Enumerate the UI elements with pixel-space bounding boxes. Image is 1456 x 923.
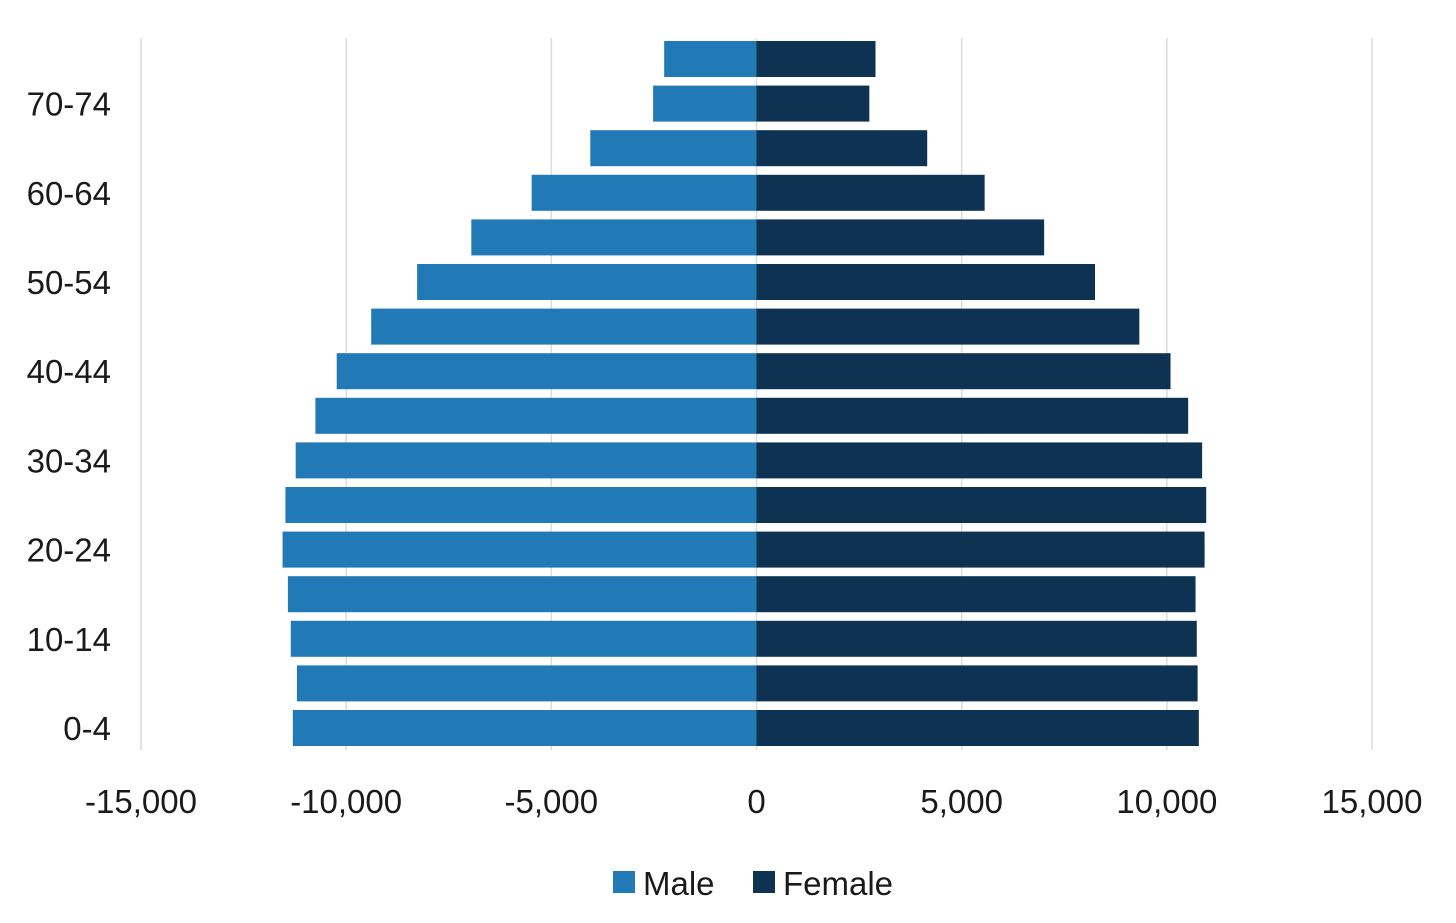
bar-female-20-24 <box>756 531 1205 568</box>
bar-female-75+ <box>756 41 876 77</box>
legend-swatch-female <box>753 871 775 893</box>
bar-female-0-4 <box>756 710 1199 746</box>
bar-female-30-34 <box>756 442 1203 479</box>
bar-male-5-9 <box>296 665 757 702</box>
bars <box>282 41 1207 746</box>
y-axis-tick-labels: 0-4 10-14 20-24 30-34 40-44 50-54 60-64 70-74 <box>27 86 111 747</box>
bar-male-50-54 <box>417 264 757 300</box>
x-tick-label: 5,000 <box>920 783 1003 820</box>
x-tick-label: 15,000 <box>1322 783 1423 820</box>
y-tick-label: 10-14 <box>27 621 111 658</box>
bar-female-50-54 <box>756 264 1096 300</box>
bar-female-70-74 <box>756 85 870 122</box>
bar-female-5-9 <box>756 665 1198 702</box>
legend-label-female: Female <box>783 865 893 902</box>
bar-female-60-64 <box>756 174 985 211</box>
y-tick-label: 60-64 <box>27 175 111 212</box>
bar-female-65-69 <box>756 130 928 167</box>
bar-female-55-59 <box>756 219 1045 256</box>
bar-female-10-14 <box>756 620 1197 657</box>
bar-male-20-24 <box>282 531 757 568</box>
x-tick-label: 10,000 <box>1116 783 1217 820</box>
bar-female-40-44 <box>756 353 1171 390</box>
x-tick-label: -10,000 <box>290 783 402 820</box>
bar-male-30-34 <box>295 442 757 479</box>
bar-male-35-39 <box>315 397 757 434</box>
y-tick-label: 70-74 <box>27 86 111 123</box>
y-tick-label: 0-4 <box>63 710 111 747</box>
bar-female-15-19 <box>756 576 1196 613</box>
bar-male-65-69 <box>590 130 757 167</box>
y-tick-label: 40-44 <box>27 353 111 390</box>
bar-male-15-19 <box>287 576 757 613</box>
y-tick-label: 50-54 <box>27 264 111 301</box>
x-tick-label: -5,000 <box>505 783 599 820</box>
y-tick-label: 20-24 <box>27 532 111 569</box>
legend: Male Female <box>613 865 893 902</box>
x-axis-tick-labels: -15,000 -10,000 -5,000 0 5,000 10,000 15,000 <box>85 783 1422 820</box>
bar-male-0-4 <box>292 710 757 746</box>
bar-male-45-49 <box>371 308 757 345</box>
bar-male-75+ <box>664 41 757 77</box>
bar-female-35-39 <box>756 397 1189 434</box>
bar-male-25-29 <box>285 487 757 523</box>
x-tick-label: 0 <box>747 783 765 820</box>
bar-female-25-29 <box>756 487 1207 523</box>
legend-swatch-male <box>613 871 635 893</box>
bar-male-10-14 <box>290 620 757 657</box>
bar-male-40-44 <box>336 353 757 390</box>
y-tick-label: 30-34 <box>27 442 111 479</box>
x-tick-label: -15,000 <box>85 783 197 820</box>
bar-male-55-59 <box>471 219 757 256</box>
bar-female-45-49 <box>756 308 1140 345</box>
bar-male-60-64 <box>531 174 757 211</box>
legend-label-male: Male <box>643 865 715 902</box>
bar-male-70-74 <box>653 85 757 122</box>
